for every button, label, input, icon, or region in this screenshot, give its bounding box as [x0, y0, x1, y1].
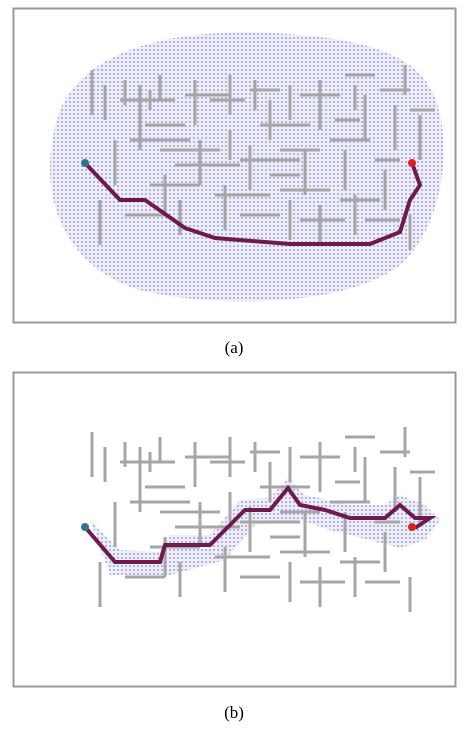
goal-point [408, 523, 416, 531]
path [83, 161, 423, 246]
caption: (b) [224, 703, 244, 722]
path [83, 484, 437, 564]
goal-point [408, 159, 416, 167]
start-point [81, 523, 89, 531]
explored-region [90, 478, 440, 575]
caption: (a) [225, 338, 244, 357]
start-point [81, 159, 89, 167]
explored-region [49, 32, 444, 302]
